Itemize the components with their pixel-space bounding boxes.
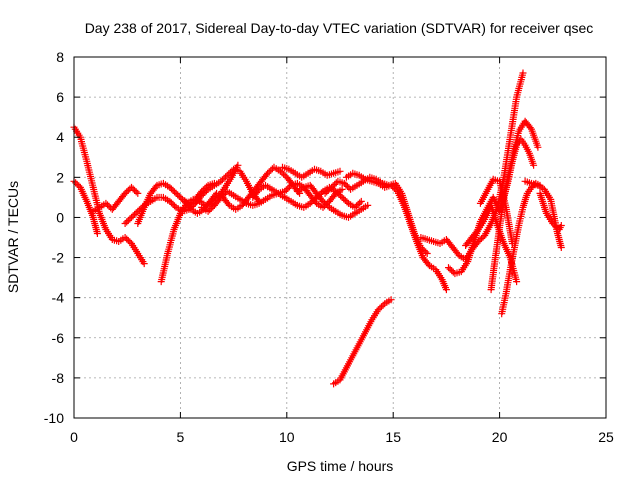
x-tick-label: 20 <box>492 429 508 445</box>
grid-lines <box>74 57 606 418</box>
data-mark-trace <box>487 135 538 294</box>
x-axis-label: GPS time / hours <box>287 458 394 474</box>
data-mark-trace <box>157 161 242 286</box>
data-mark-trace <box>342 169 450 294</box>
y-tick-label: -10 <box>44 410 64 426</box>
y-tick-label: 6 <box>56 89 64 105</box>
data-mark-trace <box>293 181 372 221</box>
y-axis-label: SDTVAR / TECUs <box>5 181 21 293</box>
series-arc-18 <box>476 175 516 247</box>
y-tick-label: -8 <box>52 370 65 386</box>
x-tick-label: 5 <box>177 429 185 445</box>
y-tick-label: 2 <box>56 169 64 185</box>
data-mark-trace <box>181 163 304 217</box>
y-tick-label: -2 <box>52 250 65 266</box>
data-mark-trace <box>476 175 516 247</box>
data-marks <box>70 69 565 388</box>
x-tick-label: 10 <box>279 429 295 445</box>
x-tick-label: 25 <box>598 429 614 445</box>
data-mark-trace <box>521 177 565 251</box>
series-arc-14 <box>330 296 395 388</box>
series-arc-11 <box>293 181 372 221</box>
series-arc-10 <box>279 163 344 181</box>
series-arc-6 <box>157 161 242 286</box>
plot-frame <box>73 56 607 419</box>
x-tick-label: 15 <box>385 429 401 445</box>
series-arc-20 <box>498 179 544 318</box>
series-arc-3 <box>89 183 142 215</box>
y-tick-label: 4 <box>56 129 64 145</box>
y-axis-ticks: -10 -8 -6 -4 -2 0 2 4 6 8 <box>44 49 606 426</box>
series-arc-4 <box>121 165 263 227</box>
series-arc-21 <box>521 177 565 251</box>
series-arc-22 <box>536 189 565 233</box>
data-mark-trace <box>498 179 544 318</box>
chart-title: Day 238 of 2017, Sidereal Day-to-day VTE… <box>85 20 594 36</box>
y-tick-label: 8 <box>56 49 64 65</box>
x-tick-label: 0 <box>70 429 78 445</box>
data-mark-trace <box>330 296 395 388</box>
x-axis-ticks: 0 5 10 15 20 25 <box>70 57 614 445</box>
data-mark-trace <box>121 165 263 227</box>
data-mark-trace <box>536 189 565 233</box>
series-arc-7 <box>181 163 304 217</box>
y-tick-label: 0 <box>56 209 64 225</box>
series-arc-13 <box>342 169 450 294</box>
data-mark-trace <box>279 163 344 181</box>
data-mark-trace <box>89 183 142 215</box>
series-arc-19 <box>487 135 538 294</box>
y-tick-label: -4 <box>52 290 65 306</box>
y-tick-label: -6 <box>52 330 65 346</box>
